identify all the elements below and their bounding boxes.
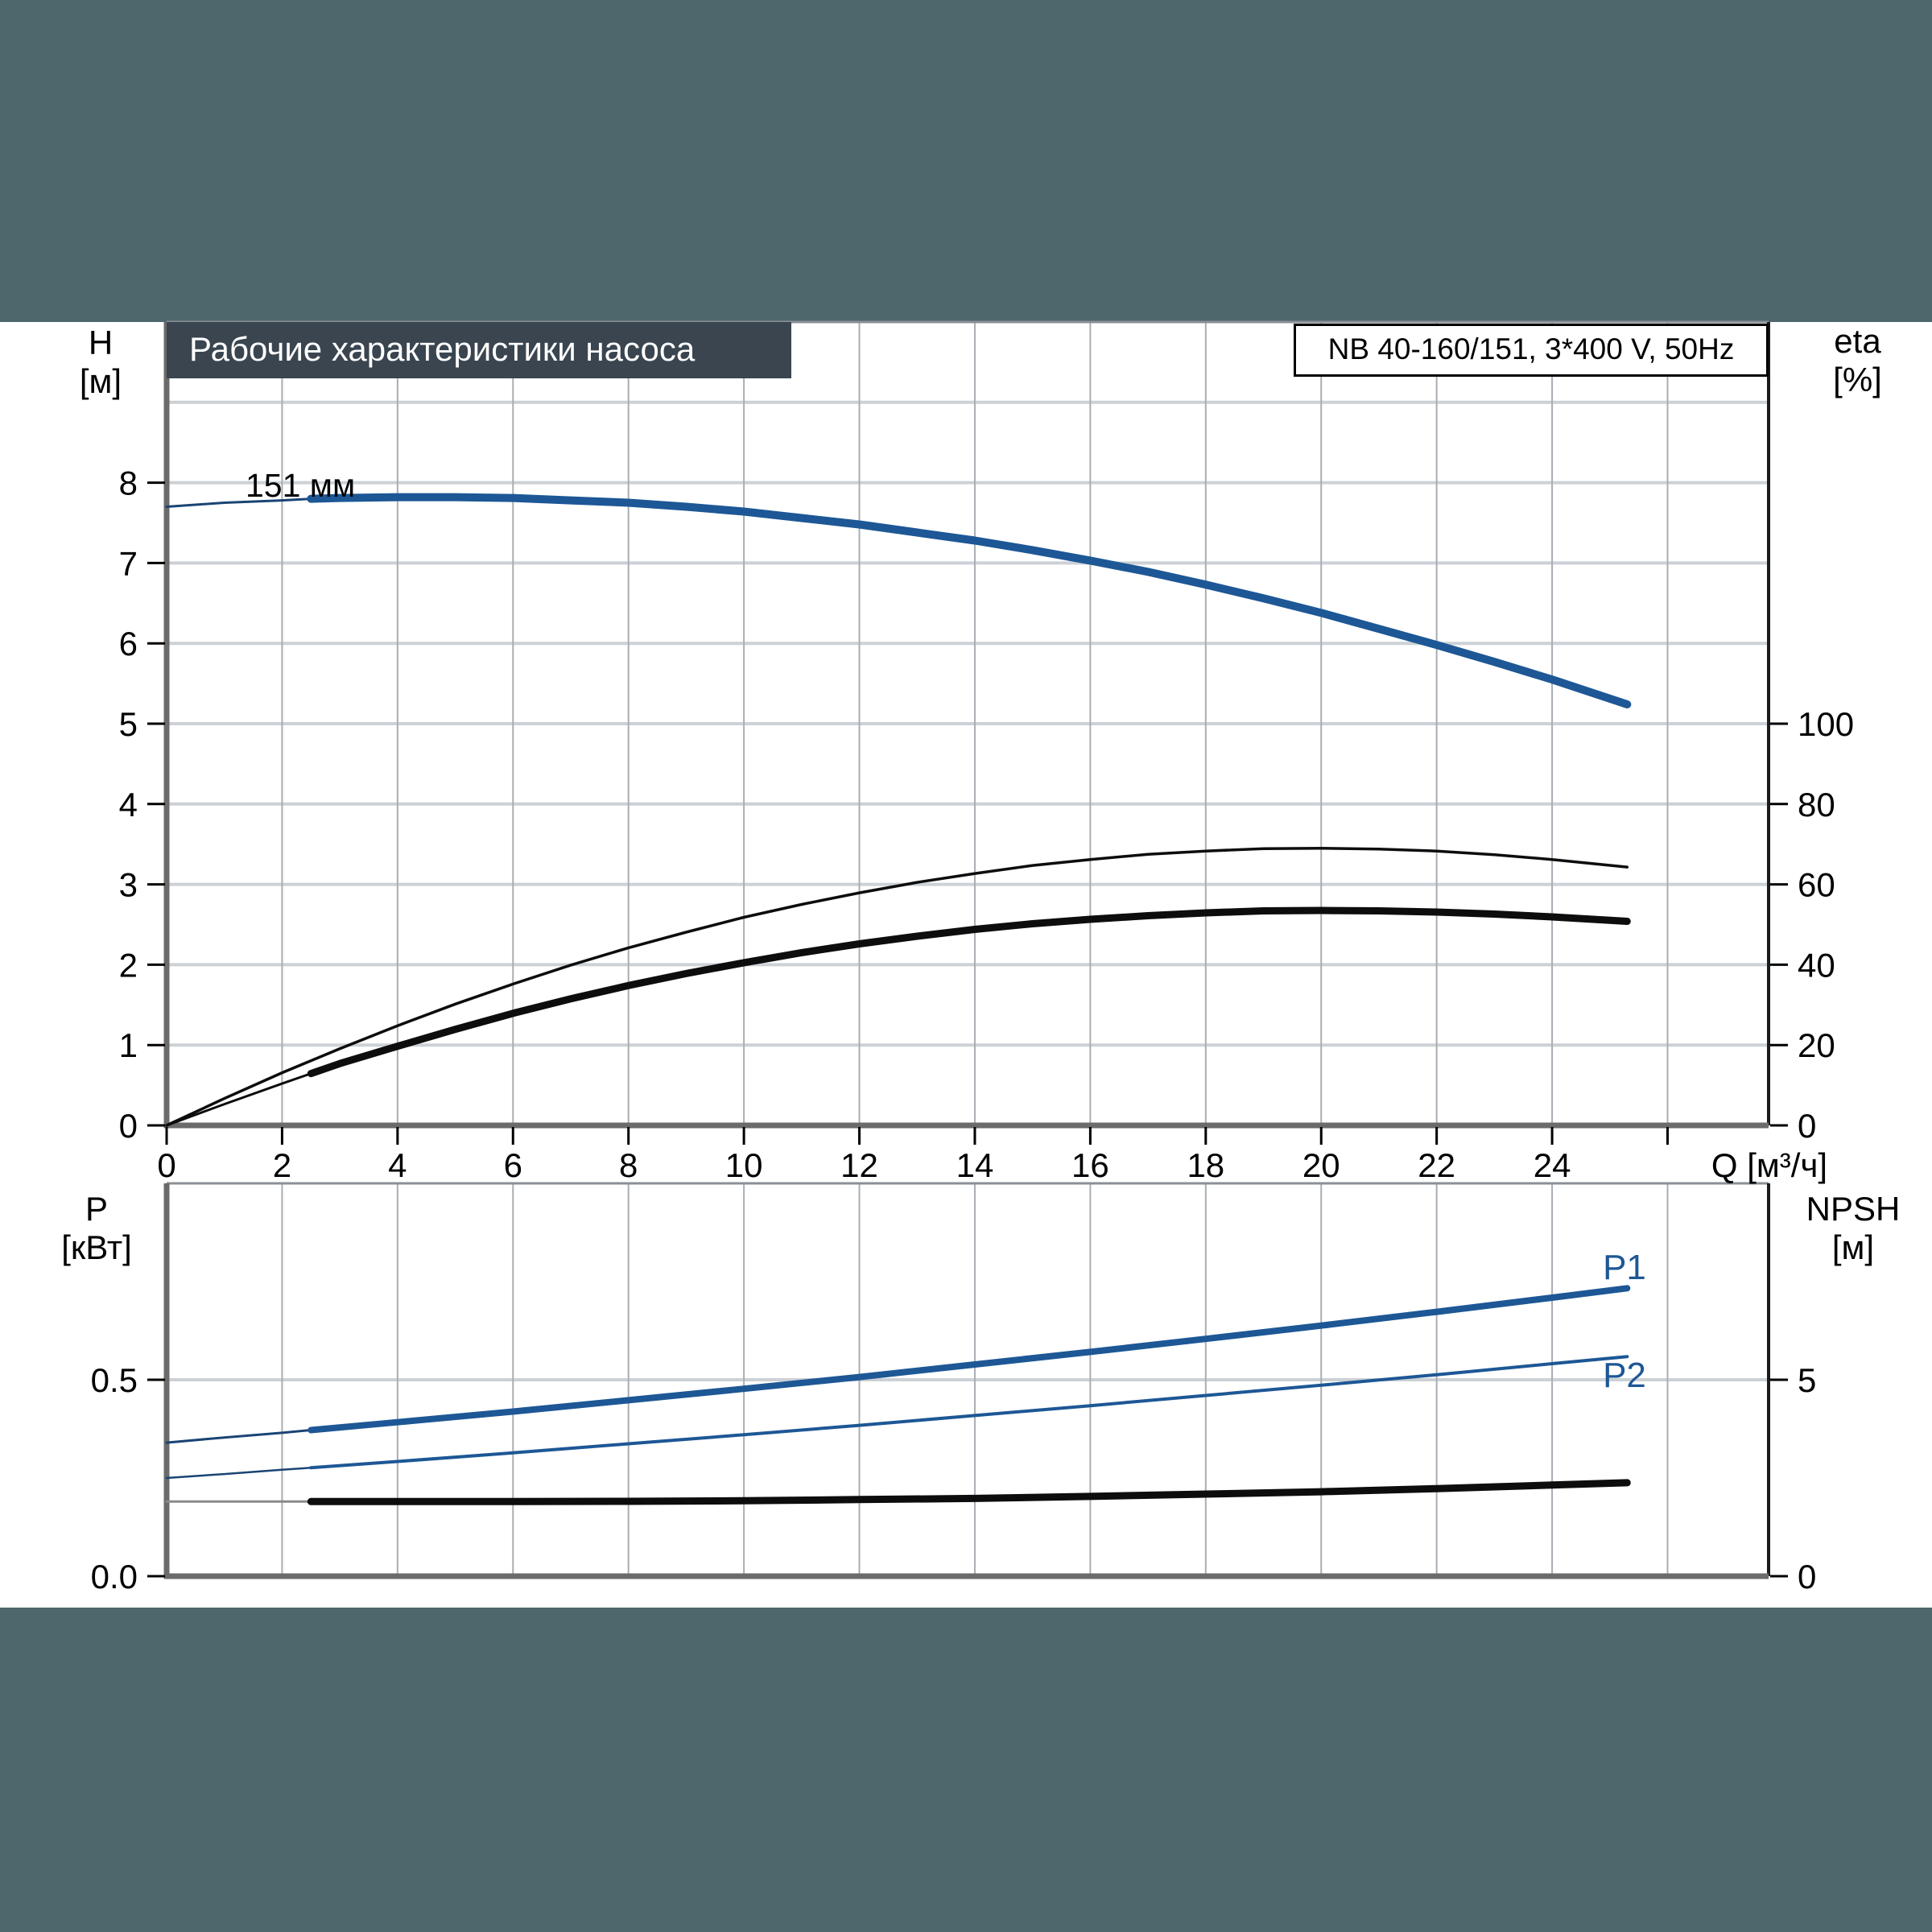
left-tick-label: 5 bbox=[119, 705, 138, 743]
chart-title: Рабочие характеристики насоса bbox=[189, 330, 696, 368]
eta-pump-curve bbox=[165, 846, 1629, 1127]
flow-axis-label: Q [м³/ч] bbox=[1711, 1146, 1827, 1184]
p1-curve bbox=[308, 1285, 1631, 1434]
npsh-axis-label: NPSH [м] bbox=[1797, 1190, 1909, 1267]
eta-axis-label: eta [%] bbox=[1807, 322, 1908, 399]
power-axis-symbol: P bbox=[85, 1190, 108, 1228]
x-tick-label: 22 bbox=[1418, 1146, 1455, 1184]
x-tick-label: 24 bbox=[1534, 1146, 1571, 1184]
x-tick-label: 16 bbox=[1071, 1146, 1109, 1184]
right-tick-label: 60 bbox=[1798, 866, 1835, 904]
power-axis-unit: [кВт] bbox=[61, 1228, 132, 1266]
left-tick-label: 8 bbox=[119, 464, 138, 502]
x-tick-label: 0 bbox=[157, 1146, 175, 1184]
p1-curve-label: P1 bbox=[1603, 1248, 1646, 1287]
head-curve-thin-start bbox=[165, 497, 312, 508]
left-tick-label: 7 bbox=[119, 544, 138, 582]
x-tick-label: 18 bbox=[1187, 1146, 1224, 1184]
x-tick-label: 20 bbox=[1302, 1146, 1340, 1184]
pump-model-box: NB 40-160/151, 3*400 V, 50Hz bbox=[1294, 324, 1769, 377]
left-tick-label: 2 bbox=[119, 946, 138, 984]
x-tick-label: 6 bbox=[504, 1146, 522, 1184]
x-tick-label: 2 bbox=[273, 1146, 291, 1184]
left-tick-label: 1 bbox=[119, 1026, 138, 1064]
right-tick-label: 0 bbox=[1798, 1107, 1816, 1145]
top-band bbox=[0, 0, 1932, 322]
x-tick-label: 12 bbox=[840, 1146, 878, 1184]
head-axis-symbol: H bbox=[88, 324, 114, 361]
left-tick-label: 0 bbox=[119, 1107, 138, 1145]
x-tick-label: 10 bbox=[725, 1146, 763, 1184]
right-tick-label: 80 bbox=[1798, 786, 1835, 824]
head-curve-151mm bbox=[307, 493, 1632, 708]
right-tick-label: 5 bbox=[1798, 1361, 1816, 1399]
right-tick-label: 100 bbox=[1798, 705, 1854, 743]
npsh-axis-unit: [м] bbox=[1831, 1228, 1875, 1266]
left-tick-label: 6 bbox=[119, 625, 138, 663]
p2-curve-label: P2 bbox=[1603, 1356, 1646, 1395]
left-tick-label: 3 bbox=[119, 866, 138, 904]
x-tick-label: 14 bbox=[956, 1146, 994, 1184]
x-tick-label: 8 bbox=[619, 1146, 638, 1184]
eta-pump-motor-thin-start bbox=[165, 1072, 312, 1127]
left-tick-label: 0.5 bbox=[91, 1361, 138, 1399]
eta-axis-unit: [%] bbox=[1833, 361, 1882, 398]
p2-thin-start bbox=[165, 1467, 312, 1480]
npsh-axis-symbol: NPSH bbox=[1806, 1190, 1901, 1228]
p2-curve bbox=[309, 1355, 1629, 1470]
head-axis-label: H [м] bbox=[56, 324, 145, 401]
right-tick-label: 20 bbox=[1798, 1026, 1835, 1064]
bottom-band bbox=[0, 1608, 1932, 1932]
left-tick-label: 4 bbox=[119, 786, 138, 824]
chart-title-box: Рабочие характеристики насоса bbox=[167, 322, 791, 378]
pump-model-text: NB 40-160/151, 3*400 V, 50Hz bbox=[1327, 332, 1735, 365]
left-tick-label: 0.0 bbox=[91, 1558, 138, 1596]
head-axis-unit: [м] bbox=[79, 362, 122, 400]
right-tick-label: 0 bbox=[1798, 1558, 1816, 1596]
eta-axis-symbol: eta bbox=[1834, 322, 1881, 360]
x-tick-label: 4 bbox=[388, 1146, 407, 1184]
impeller-size-label: 151 мм bbox=[246, 467, 356, 504]
eta-pump-motor-curve bbox=[307, 906, 1631, 1078]
npsh-curve bbox=[307, 1479, 1631, 1505]
power-axis-label: P [кВт] bbox=[44, 1190, 149, 1267]
right-tick-label: 40 bbox=[1798, 946, 1835, 984]
p1-thin-start bbox=[165, 1429, 312, 1444]
